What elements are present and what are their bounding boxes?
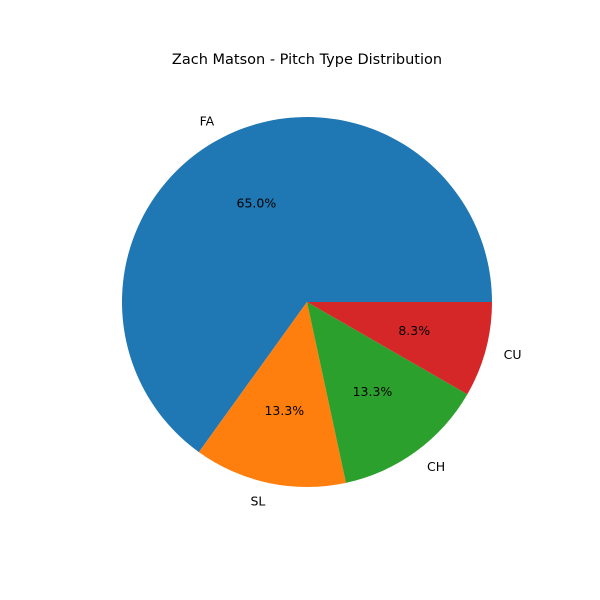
chart-title: Zach Matson - Pitch Type Distribution bbox=[172, 52, 442, 68]
pie-slice-cu bbox=[307, 302, 492, 395]
slice-percent-ch: 13.3% bbox=[353, 384, 393, 399]
slice-percent-fa: 65.0% bbox=[237, 196, 277, 211]
pie-slice-ch bbox=[307, 302, 468, 483]
slice-label-fa: FA bbox=[200, 113, 215, 128]
slice-percent-sl: 13.3% bbox=[264, 403, 304, 418]
slice-label-sl: SL bbox=[250, 494, 265, 509]
pie-slice-sl bbox=[198, 302, 346, 488]
slice-label-ch: CH bbox=[427, 459, 445, 474]
slice-percent-cu: 8.3% bbox=[398, 323, 430, 338]
pie-slices bbox=[122, 117, 493, 488]
pie-labels: FA 65.0% SL 13.3% CH 13.3% CU 8.3% bbox=[200, 113, 522, 508]
slice-label-cu: CU bbox=[504, 347, 522, 362]
pie-slice-fa bbox=[122, 117, 493, 453]
